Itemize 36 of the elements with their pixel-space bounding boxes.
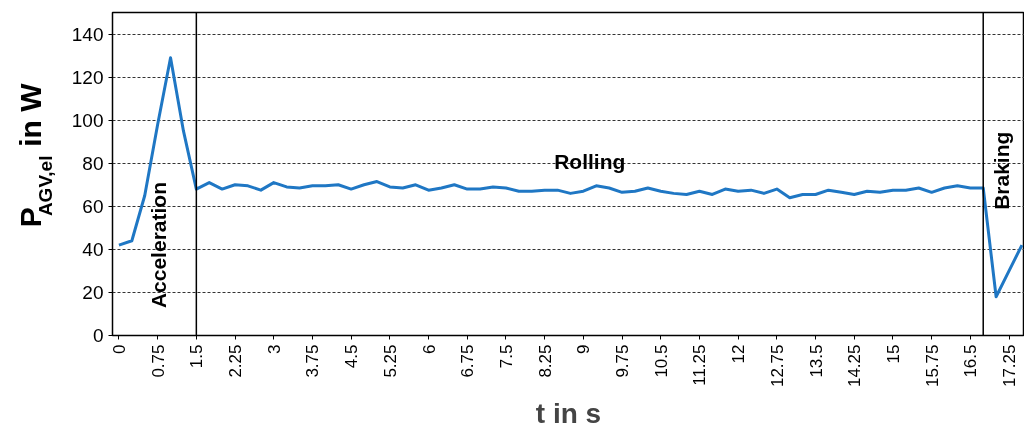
annotation: Acceleration bbox=[147, 182, 171, 309]
x-tick-label: 3.75 bbox=[303, 344, 323, 378]
x-tick-label: 10.5 bbox=[651, 344, 671, 378]
y-tick-label: 40 bbox=[82, 238, 104, 260]
x-tick-label: 8.25 bbox=[535, 344, 555, 378]
x-tick-label: 6.75 bbox=[458, 344, 478, 378]
x-tick-label: 17.25 bbox=[1000, 344, 1020, 388]
x-tick-label: 15.75 bbox=[922, 344, 942, 388]
x-tick-label: 11.25 bbox=[690, 344, 710, 386]
x-tick-label: 2.25 bbox=[226, 344, 246, 378]
y-tick-label: 20 bbox=[82, 281, 104, 303]
x-tick-label: 0 bbox=[109, 344, 129, 354]
x-tick-label: 14.25 bbox=[845, 344, 865, 388]
y-tick-label: 60 bbox=[82, 195, 104, 217]
x-tick-label: 9.75 bbox=[613, 344, 633, 378]
x-tick-label: 9 bbox=[574, 344, 594, 354]
x-axis-title: t in s bbox=[535, 398, 602, 430]
x-tick-label: 12 bbox=[729, 344, 749, 364]
y-axis-title: PAGV,el in W bbox=[14, 82, 56, 228]
x-tick-label: 7.5 bbox=[496, 344, 516, 369]
x-tick-label: 5.25 bbox=[380, 344, 400, 378]
y-tick-label: 100 bbox=[71, 109, 104, 131]
x-tick-label: 12.75 bbox=[767, 344, 787, 388]
x-tick-label: 13.5 bbox=[806, 344, 826, 378]
x-tick-label: 4.5 bbox=[342, 344, 362, 369]
x-tick-label: 15 bbox=[883, 344, 903, 364]
x-tick-label: 16.5 bbox=[961, 344, 981, 378]
x-tick-label: 6 bbox=[419, 344, 439, 354]
annotation: Braking bbox=[990, 131, 1014, 210]
x-tick-label: 1.5 bbox=[187, 344, 207, 369]
y-tick-label: 80 bbox=[82, 152, 104, 174]
x-tick-label: 0.75 bbox=[148, 344, 168, 378]
annotation: Rolling bbox=[554, 149, 626, 173]
y-tick-label: 120 bbox=[71, 66, 104, 88]
x-tick-label: 3 bbox=[264, 344, 284, 354]
y-tick-label: 140 bbox=[71, 23, 104, 45]
